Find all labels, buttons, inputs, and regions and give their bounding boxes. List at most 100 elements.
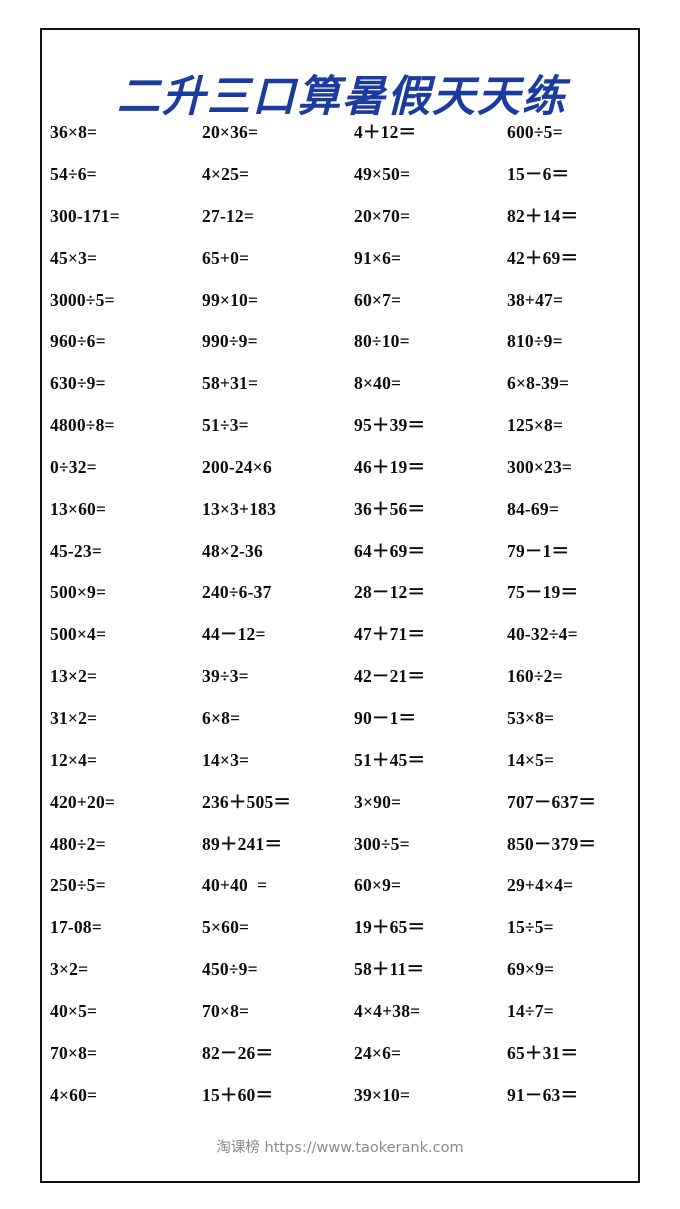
problem-item: 47＋71＝ xyxy=(354,624,426,645)
problem-item: 250÷5= xyxy=(50,875,106,896)
problem-item: 3000÷5= xyxy=(50,289,115,310)
problem-item: 44－12= xyxy=(202,624,266,645)
problem-item: 58＋11＝ xyxy=(354,959,425,980)
problem-item: 15÷5= xyxy=(507,917,554,938)
problem-item: 75－19＝ xyxy=(507,582,579,603)
problem-item: 850－379＝ xyxy=(507,833,597,854)
problem-item: 13×2= xyxy=(50,666,98,687)
problem-item: 36×8= xyxy=(50,122,98,143)
problem-item: 45×3= xyxy=(50,247,98,268)
problem-item: 38+47= xyxy=(507,289,564,310)
problem-item: 84-69= xyxy=(507,498,559,519)
problem-item: 95＋39＝ xyxy=(354,415,426,436)
problem-item: 500×4= xyxy=(50,624,107,645)
problem-item: 4800÷8= xyxy=(50,415,115,436)
problem-item: 6×8= xyxy=(202,707,241,728)
problem-item: 12×4= xyxy=(50,749,98,770)
problem-item: 64＋69＝ xyxy=(354,540,426,561)
problem-item: 53×8= xyxy=(507,707,555,728)
problem-item: 51＋45＝ xyxy=(354,749,426,770)
worksheet-frame: 二升三口算暑假天天练 36×8= 20×36= 4＋12＝ 600÷5= 54÷6= 4×… xyxy=(40,28,640,1183)
problem-item: 0÷32= xyxy=(50,456,97,477)
problem-item: 42＋69＝ xyxy=(507,247,579,268)
problem-item: 960÷6= xyxy=(50,331,106,352)
problem-item: 91×6= xyxy=(354,247,402,268)
problem-item: 125×8= xyxy=(507,415,564,436)
problem-item: 13×60= xyxy=(50,498,107,519)
problem-item: 45-23= xyxy=(50,540,102,561)
problem-item: 39×10= xyxy=(354,1084,411,1105)
problem-item: 160÷2= xyxy=(507,666,563,687)
problem-item: 40+40 = xyxy=(202,875,268,896)
problem-item: 14×3= xyxy=(202,749,250,770)
problem-item: 36＋56＝ xyxy=(354,498,426,519)
problem-item: 60×7= xyxy=(354,289,402,310)
problem-item: 3×2= xyxy=(50,959,89,980)
problem-item: 600÷5= xyxy=(507,122,563,143)
problem-item: 79－1＝ xyxy=(507,540,570,561)
problem-item: 15＋60＝ xyxy=(202,1084,274,1105)
problem-item: 24×6= xyxy=(354,1042,402,1063)
problem-item: 31×2= xyxy=(50,707,98,728)
problem-item: 42－21＝ xyxy=(354,666,426,687)
problem-item: 65＋31＝ xyxy=(507,1042,579,1063)
problem-item: 5×60= xyxy=(202,917,250,938)
problem-item: 3×90= xyxy=(354,791,402,812)
problem-item: 69×9= xyxy=(507,959,555,980)
problem-item: 20×36= xyxy=(202,122,259,143)
problem-item: 200-24×6 xyxy=(202,456,272,477)
problem-item: 40×5= xyxy=(50,1000,98,1021)
problem-item: 99×10= xyxy=(202,289,259,310)
problem-item: 300-171= xyxy=(50,205,120,226)
problem-item: 60×9= xyxy=(354,875,402,896)
problem-item: 4＋12＝ xyxy=(354,122,417,143)
problem-item: 17-08= xyxy=(50,917,102,938)
problem-item: 65+0= xyxy=(202,247,250,268)
problem-item: 15－6＝ xyxy=(507,164,570,185)
problem-item: 990÷9= xyxy=(202,331,258,352)
problem-item: 82＋14＝ xyxy=(507,205,579,226)
problem-item: 14÷7= xyxy=(507,1000,554,1021)
problem-item: 6×8-39= xyxy=(507,373,570,394)
problem-item: 46＋19＝ xyxy=(354,456,426,477)
problem-item: 4×25= xyxy=(202,164,250,185)
problem-item: 236＋505＝ xyxy=(202,791,292,812)
problem-item: 630÷9= xyxy=(50,373,106,394)
problem-item: 13×3+183 xyxy=(202,498,277,519)
problem-item: 300÷5= xyxy=(354,833,410,854)
problem-item: 48×2-36 xyxy=(202,540,263,561)
problem-item: 70×8= xyxy=(50,1042,98,1063)
problem-item: 40-32÷4= xyxy=(507,624,578,645)
problem-item: 810÷9= xyxy=(507,331,563,352)
problem-item: 300×23= xyxy=(507,456,573,477)
problem-item: 4×4+38= xyxy=(354,1000,421,1021)
problem-item: 80÷10= xyxy=(354,331,410,352)
problem-item: 8×40= xyxy=(354,373,402,394)
problem-item: 82－26＝ xyxy=(202,1042,274,1063)
problem-item: 29+4×4= xyxy=(507,875,574,896)
problem-item: 240÷6-37 xyxy=(202,582,272,603)
problem-item: 450÷9= xyxy=(202,959,258,980)
problem-item: 19＋65＝ xyxy=(354,917,426,938)
problem-item: 51÷3= xyxy=(202,415,249,436)
problem-item: 39÷3= xyxy=(202,666,249,687)
problem-item: 70×8= xyxy=(202,1000,250,1021)
problem-item: 89＋241＝ xyxy=(202,833,283,854)
problem-item: 500×9= xyxy=(50,582,107,603)
problem-item: 58+31= xyxy=(202,373,259,394)
problem-item: 49×50= xyxy=(354,164,411,185)
page-title: 二升三口算暑假天天练 xyxy=(117,73,567,121)
problem-item: 54÷6= xyxy=(50,164,97,185)
problems-grid: 36×8= 20×36= 4＋12＝ 600÷5= 54÷6= 4×25= 49×50= 15… xyxy=(42,112,642,1116)
problem-item: 90－1＝ xyxy=(354,707,417,728)
problem-item: 480÷2= xyxy=(50,833,106,854)
problem-item: 20×70= xyxy=(354,205,411,226)
problem-item: 707－637＝ xyxy=(507,791,597,812)
problem-item: 27-12= xyxy=(202,205,254,226)
problem-item: 91－63＝ xyxy=(507,1084,579,1105)
problem-item: 4×60= xyxy=(50,1084,98,1105)
footer-watermark: 淘课榜 https://www.taokerank.com xyxy=(216,1140,464,1156)
problem-item: 28－12＝ xyxy=(354,582,426,603)
problem-item: 14×5= xyxy=(507,749,555,770)
